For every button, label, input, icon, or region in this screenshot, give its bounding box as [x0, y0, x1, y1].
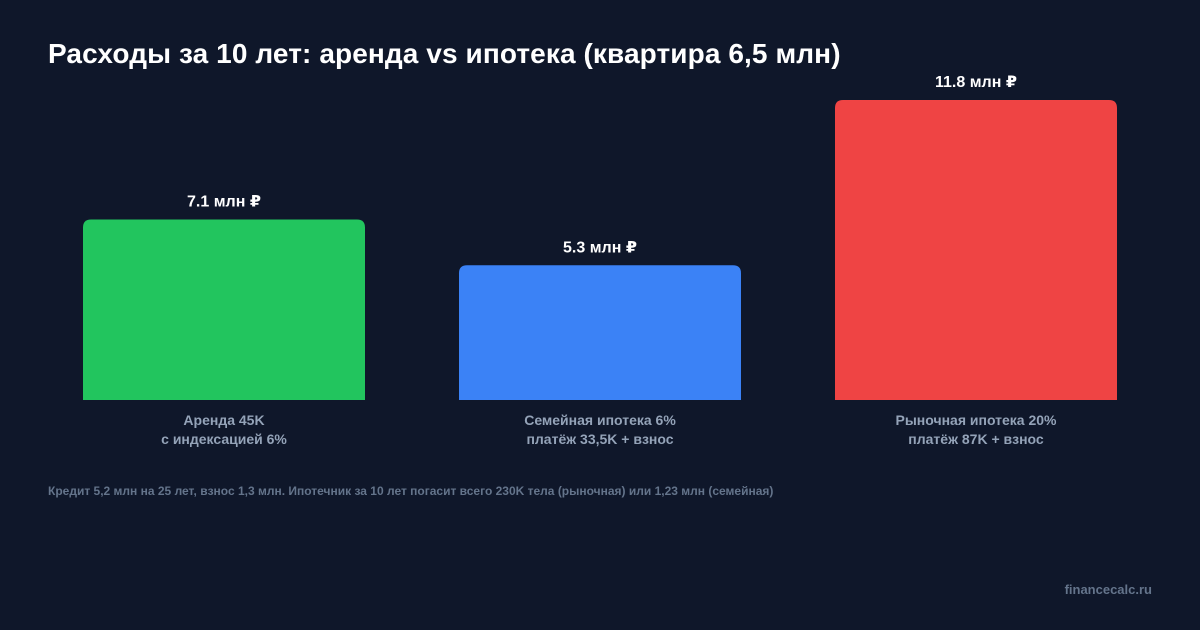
category-label-1-line-1: Аренда 45K	[183, 412, 264, 428]
category-label-3-line-2: платёж 87K + взнос	[908, 431, 1044, 447]
category-label-1-line-2: с индексацией 6%	[161, 431, 287, 447]
bar-1	[83, 219, 365, 400]
value-label-3: 11.8 млн ₽	[935, 74, 1017, 91]
bar-2	[459, 265, 741, 400]
value-label-2: 5.3 млн ₽	[563, 239, 637, 256]
value-label-1: 7.1 млн ₽	[187, 193, 261, 210]
category-label-2-line-2: платёж 33,5K + взнос	[526, 431, 673, 447]
bar-group-2: 5.3 млн ₽ Семейная ипотека 6% платёж 33,5K…	[459, 239, 741, 447]
watermark: financecalc.ru	[1064, 582, 1152, 597]
footnote: Кредит 5,2 млн на 25 лет, взнос 1,3 млн.…	[48, 484, 774, 498]
bar-group-1: 7.1 млн ₽ Аренда 45K с индексацией 6%	[83, 193, 365, 447]
chart-title: Расходы за 10 лет: аренда vs ипотека (кв…	[48, 38, 841, 69]
bar-group-3: 11.8 млн ₽ Рыночная ипотека 20% платёж 87K…	[835, 74, 1117, 447]
category-label-3-line-1: Рыночная ипотека 20%	[896, 412, 1058, 428]
bar-3	[835, 100, 1117, 400]
category-label-2-line-1: Семейная ипотека 6%	[524, 412, 676, 428]
bars-layer: 7.1 млн ₽ Аренда 45K с индексацией 6% 5.3 м…	[83, 74, 1117, 447]
